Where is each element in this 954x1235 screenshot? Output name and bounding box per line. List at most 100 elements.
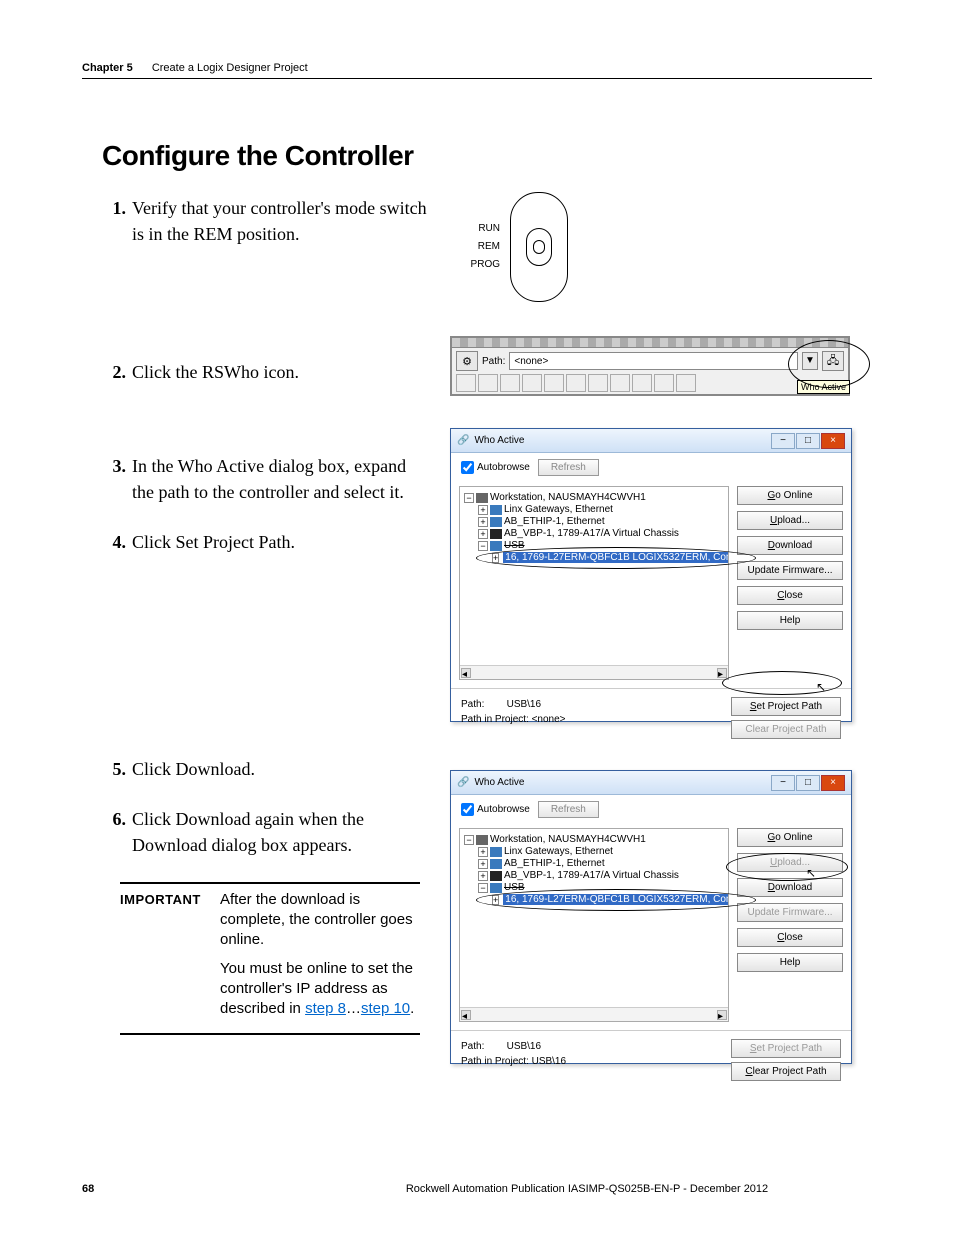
tool-button[interactable] (456, 374, 476, 392)
network-tree[interactable]: −Workstation, NAUSMAYH4CWVH1 +Linx Gatew… (459, 828, 729, 1022)
clear-project-path-button[interactable]: Clear Project Path (731, 720, 841, 739)
dialog-titlebar[interactable]: 🔗 Who Active − □ × (451, 771, 851, 795)
dialog-title: Who Active (474, 777, 524, 788)
tool-button[interactable] (500, 374, 520, 392)
rswho-icon-button[interactable]: ⚙ (456, 351, 478, 371)
minimize-button[interactable]: − (771, 433, 795, 449)
link-step-10[interactable]: step 10 (361, 1000, 410, 1017)
tree-scrollbar[interactable]: ◂ ▸ (460, 1007, 728, 1021)
chapter-label: Chapter 5 (82, 62, 133, 74)
who-active-tooltip: Who Active (797, 380, 850, 394)
go-online-button[interactable]: Go Online (737, 828, 843, 847)
update-firmware-button[interactable]: Update Firmware... (737, 561, 843, 580)
dialog-title: Who Active (474, 435, 524, 446)
step-6: 6. Click Download again when the Downloa… (102, 806, 432, 858)
go-online-button[interactable]: Go Online (737, 486, 843, 505)
important-label: IMPORTANT (120, 890, 220, 1028)
step-number: 5. (102, 756, 126, 782)
close-dialog-button[interactable]: Close (737, 586, 843, 605)
maximize-button[interactable]: □ (796, 433, 820, 449)
clear-project-path-button[interactable]: Clear Project Path (731, 1062, 841, 1081)
dialog-titlebar[interactable]: 🔗 Who Active − □ × (451, 429, 851, 453)
section-heading: Configure the Controller (102, 140, 414, 172)
tool-button[interactable] (566, 374, 586, 392)
action-buttons: Go Online Upload... Download Update Firm… (737, 828, 843, 1022)
close-dialog-button[interactable]: Close (737, 928, 843, 947)
network-tree[interactable]: −Workstation, NAUSMAYH4CWVH1 +Linx Gatew… (459, 486, 729, 680)
who-active-dialog-1: 🔗 Who Active − □ × Autobrowse Refresh −W… (450, 428, 852, 722)
tool-button[interactable] (544, 374, 564, 392)
close-button[interactable]: × (821, 775, 845, 791)
tool-button[interactable] (676, 374, 696, 392)
tool-button[interactable] (522, 374, 542, 392)
mode-switch-diagram: RUN REM PROG (460, 192, 590, 307)
tree-node-ethip[interactable]: +AB_ETHIP-1, Ethernet (464, 516, 724, 527)
close-button[interactable]: × (821, 433, 845, 449)
refresh-button[interactable]: Refresh (538, 459, 599, 476)
publication-info: Rockwell Automation Publication IASIMP-Q… (302, 1183, 872, 1195)
step-text: Click Download again when the Download d… (132, 806, 432, 858)
who-active-dialog-2: 🔗 Who Active − □ × Autobrowse Refresh −W… (450, 770, 852, 1064)
tree-node-usb[interactable]: −USB (464, 882, 724, 893)
toolbar-buttons (452, 374, 848, 392)
step-4: 4. Click Set Project Path. (102, 529, 432, 555)
upload-button[interactable]: Upload... (737, 511, 843, 530)
tool-button[interactable] (654, 374, 674, 392)
dialog-footer: Path: USB\16 Path in Project: USB\16 Set… (451, 1030, 851, 1089)
download-button[interactable]: Download (737, 536, 843, 555)
important-p2: You must be online to set the controller… (220, 959, 420, 1020)
action-buttons: Go Online Upload... Download Update Firm… (737, 486, 843, 680)
tree-node-selected[interactable]: +16, 1769-L27ERM-QBFC1B LOGIX5327ERM, Co… (464, 894, 724, 905)
help-button[interactable]: Help (737, 611, 843, 630)
tool-button[interactable] (610, 374, 630, 392)
tree-scrollbar[interactable]: ◂ ▸ (460, 665, 728, 679)
autobrowse-checkbox[interactable]: Autobrowse (461, 803, 530, 816)
step-2: 2. Click the RSWho icon. (102, 359, 432, 385)
tree-node-workstation[interactable]: −Workstation, NAUSMAYH4CWVH1 (464, 492, 724, 503)
minimize-button[interactable]: − (771, 775, 795, 791)
link-step-8[interactable]: step 8 (305, 1000, 346, 1017)
path-dropdown[interactable]: ▼ (802, 352, 818, 370)
tree-node-selected[interactable]: +16, 1769-L27ERM-QBFC1B LOGIX5327ERM, Co… (464, 552, 724, 563)
upload-button[interactable]: Upload... (737, 853, 843, 872)
step-text: In the Who Active dialog box, expand the… (132, 453, 432, 505)
path-label: Path: (482, 356, 505, 367)
tool-button[interactable] (632, 374, 652, 392)
step-text: Click Set Project Path. (132, 529, 432, 555)
tree-node-linx[interactable]: +Linx Gateways, Ethernet (464, 846, 724, 857)
network-icon-button[interactable]: 🖧 (822, 351, 844, 371)
autobrowse-checkbox[interactable]: Autobrowse (461, 461, 530, 474)
step-text: Verify that your controller's mode switc… (132, 195, 432, 247)
step-3: 3. In the Who Active dialog box, expand … (102, 453, 432, 505)
cursor-icon: ↖ (816, 680, 826, 695)
cursor-icon: ↖ (806, 866, 816, 881)
path-field[interactable]: <none> (509, 352, 798, 370)
maximize-button[interactable]: □ (796, 775, 820, 791)
step-number: 4. (102, 529, 126, 555)
toolbar-grip (452, 338, 848, 348)
steps-column: 1. Verify that your controller's mode sw… (102, 195, 432, 1035)
important-text: After the download is complete, the cont… (220, 890, 420, 1028)
step-number: 6. (102, 806, 126, 858)
help-button[interactable]: Help (737, 953, 843, 972)
download-button[interactable]: Download (737, 878, 843, 897)
step-text: Click Download. (132, 756, 432, 782)
tree-node-ethip[interactable]: +AB_ETHIP-1, Ethernet (464, 858, 724, 869)
tree-node-usb[interactable]: −USB (464, 540, 724, 551)
step-number: 1. (102, 195, 126, 247)
tree-node-linx[interactable]: +Linx Gateways, Ethernet (464, 504, 724, 515)
page-number: 68 (82, 1183, 302, 1195)
tree-node-workstation[interactable]: −Workstation, NAUSMAYH4CWVH1 (464, 834, 724, 845)
switch-label-run: RUN (460, 220, 500, 238)
tool-button[interactable] (588, 374, 608, 392)
update-firmware-button[interactable]: Update Firmware... (737, 903, 843, 922)
tree-node-vbp[interactable]: +AB_VBP-1, 1789-A17/A Virtual Chassis (464, 528, 724, 539)
switch-label-rem: REM (460, 238, 500, 256)
tool-button[interactable] (478, 374, 498, 392)
switch-label-prog: PROG (460, 256, 500, 274)
important-p1: After the download is complete, the cont… (220, 890, 420, 951)
set-project-path-button[interactable]: Set Project Path (731, 697, 841, 716)
set-project-path-button[interactable]: Set Project Path (731, 1039, 841, 1058)
tree-node-vbp[interactable]: +AB_VBP-1, 1789-A17/A Virtual Chassis (464, 870, 724, 881)
refresh-button[interactable]: Refresh (538, 801, 599, 818)
